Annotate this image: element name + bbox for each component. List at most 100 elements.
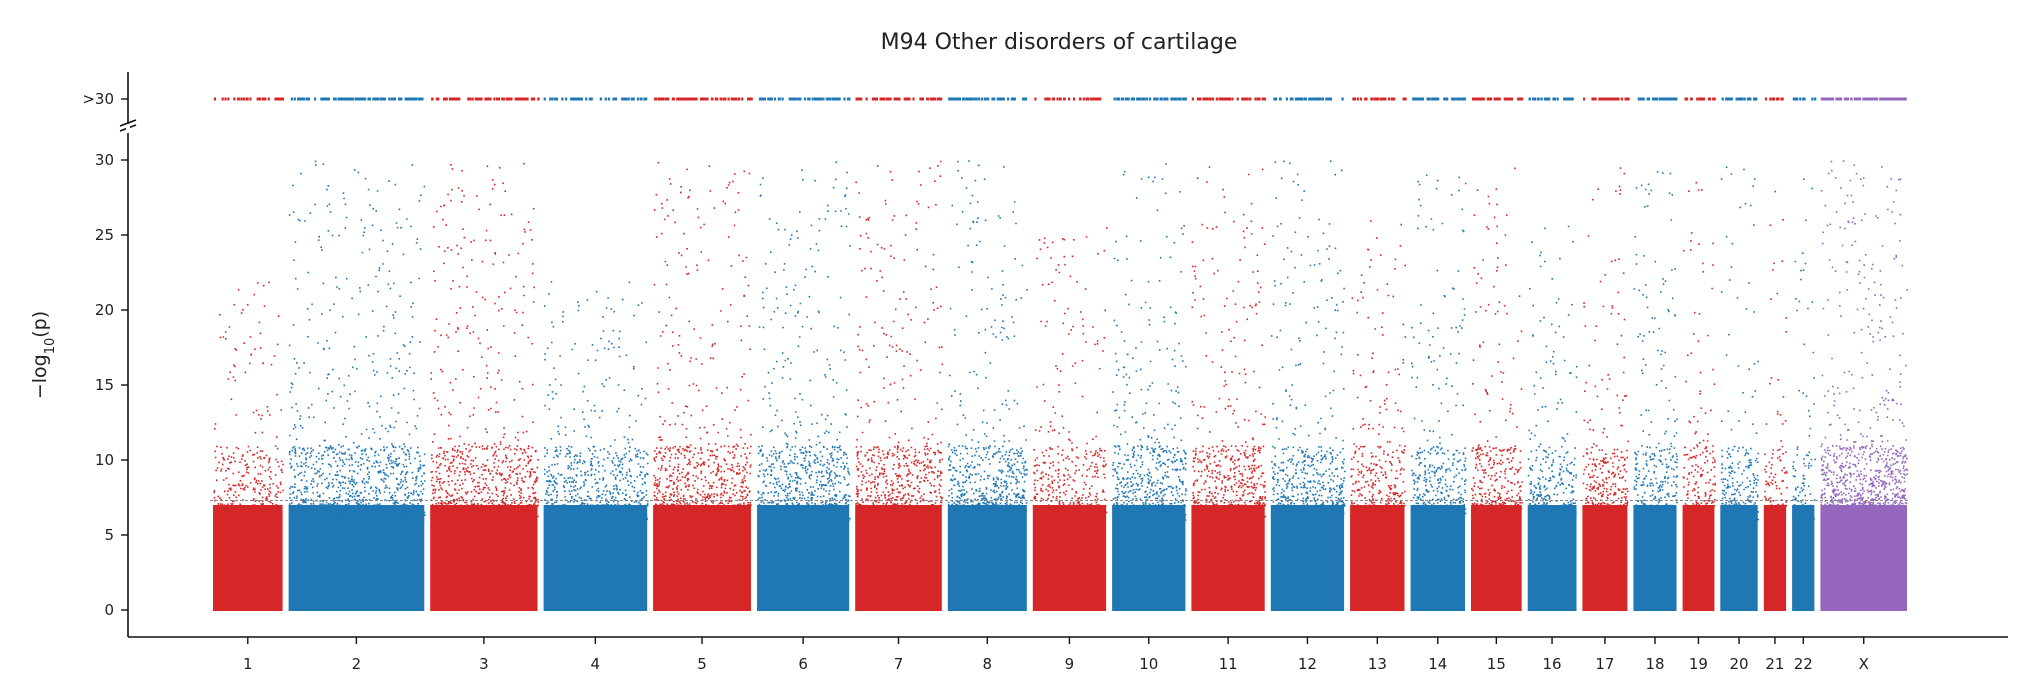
chromosome-4-dense-band bbox=[543, 505, 648, 611]
chromosome-19-dense-band bbox=[1682, 505, 1715, 611]
chromosome-18-points bbox=[1633, 171, 1679, 611]
y-axis-label-sub: 10 bbox=[43, 338, 58, 355]
chromosome-9-dense-band bbox=[1032, 505, 1107, 611]
chromosome-10-scatter bbox=[1112, 163, 1187, 522]
chromosome-21-points bbox=[1763, 190, 1788, 611]
chromosome-5-scatter bbox=[653, 161, 752, 522]
chromosome-1-overflow bbox=[213, 97, 284, 101]
chromosome-1-points bbox=[213, 281, 284, 611]
x-tick-label-chr-14: 14 bbox=[1428, 655, 1447, 673]
chromosome-10-overflow bbox=[1113, 97, 1187, 101]
chart-title: M94 Other disorders of cartilage bbox=[881, 30, 1238, 55]
chromosome-16-points bbox=[1527, 225, 1578, 611]
chromosome-7-overflow bbox=[855, 97, 943, 101]
chromosome-8-overflow bbox=[948, 97, 1028, 101]
chromosome-7-points bbox=[855, 160, 944, 611]
chromosome-11-dense-band bbox=[1191, 505, 1265, 611]
y-tick-label: 15 bbox=[95, 376, 114, 394]
x-tick-label-chr-12: 12 bbox=[1298, 655, 1317, 673]
chromosome-7-scatter bbox=[855, 160, 944, 522]
chromosome-4-points bbox=[543, 281, 649, 611]
x-tick-label-chr-20: 20 bbox=[1730, 655, 1749, 673]
x-tick-label-chr-9: 9 bbox=[1065, 655, 1075, 673]
x-tick-label-chr-21: 21 bbox=[1765, 655, 1784, 673]
chromosome-22-overflow bbox=[1792, 97, 1817, 101]
chromosome-3-points bbox=[430, 162, 540, 611]
chromosome-13-dense-band bbox=[1350, 505, 1405, 611]
y-tick-label: 20 bbox=[95, 301, 114, 319]
y-axis-label: −log10(p) bbox=[29, 311, 58, 399]
chromosome-2-points bbox=[288, 160, 426, 611]
x-tick-label-chr-X: X bbox=[1859, 655, 1869, 673]
y-tick-label: 5 bbox=[104, 526, 114, 544]
chromosome-14-points bbox=[1410, 174, 1467, 611]
chromosome-2-dense-band bbox=[288, 505, 425, 611]
chromosome-13-overflow bbox=[1352, 97, 1407, 101]
chromosome-16-scatter bbox=[1527, 225, 1578, 522]
chromosome-12-points bbox=[1270, 160, 1346, 611]
chromosome-20-dense-band bbox=[1720, 505, 1758, 611]
chromosome-2-scatter bbox=[288, 160, 426, 522]
x-tick-label-chr-10: 10 bbox=[1139, 655, 1158, 673]
x-tick-label-chr-17: 17 bbox=[1595, 655, 1614, 673]
chromosome-12-scatter bbox=[1270, 160, 1346, 521]
chromosome-16-dense-band bbox=[1527, 505, 1577, 611]
chromosome-X-scatter bbox=[1820, 160, 1909, 522]
chromosome-1-dense-band bbox=[213, 505, 283, 611]
chromosome-6-points bbox=[757, 161, 851, 611]
chromosome-9-points bbox=[1032, 227, 1108, 611]
chromosome-14-dense-band bbox=[1410, 505, 1465, 611]
y-ticks: 0 5 10 15 20 25 30 >30 bbox=[82, 90, 128, 619]
x-tick-label-chr-15: 15 bbox=[1487, 655, 1506, 673]
chromosome-11-scatter bbox=[1191, 166, 1267, 522]
chromosome-17-overflow bbox=[1583, 97, 1630, 101]
y-tick-label: 30 bbox=[95, 151, 114, 169]
y-axis-label-post: (p) bbox=[29, 311, 51, 338]
chromosome-15-points bbox=[1471, 167, 1523, 611]
chromosome-X-dense-band bbox=[1820, 505, 1907, 611]
chromosome-12-dense-band bbox=[1270, 505, 1345, 611]
x-tick-label-chr-11: 11 bbox=[1219, 655, 1238, 673]
chromosome-15-dense-band bbox=[1471, 505, 1522, 611]
x-tick-label-chr-5: 5 bbox=[697, 655, 707, 673]
chromosome-12-overflow bbox=[1273, 97, 1344, 101]
chromosome-17-scatter bbox=[1582, 167, 1629, 521]
chromosome-10-dense-band bbox=[1112, 505, 1186, 611]
x-tick-label-chr-22: 22 bbox=[1794, 655, 1813, 673]
chromosome-9-scatter bbox=[1033, 227, 1108, 521]
chromosome-14-scatter bbox=[1411, 174, 1467, 522]
chromosome-14-overflow bbox=[1412, 97, 1466, 101]
chromosome-10-points bbox=[1112, 163, 1187, 611]
chromosome-6-dense-band bbox=[757, 505, 850, 611]
chromosome-19-scatter bbox=[1682, 181, 1716, 521]
chromosome-18-dense-band bbox=[1633, 505, 1677, 611]
x-tick-label-chr-8: 8 bbox=[983, 655, 993, 673]
data-points bbox=[213, 160, 1909, 611]
chromosome-15-overflow bbox=[1472, 97, 1524, 101]
chromosome-21-dense-band bbox=[1763, 505, 1787, 611]
chromosome-X-points bbox=[1820, 160, 1909, 611]
chromosome-13-scatter bbox=[1350, 220, 1407, 522]
chromosome-16-overflow bbox=[1528, 97, 1574, 101]
chromosome-4-overflow bbox=[543, 97, 648, 101]
chromosome-3-overflow bbox=[431, 97, 540, 101]
y-tick-label-overflow: >30 bbox=[82, 90, 114, 108]
chromosome-4-scatter bbox=[543, 281, 649, 522]
y-tick-label: 25 bbox=[95, 226, 114, 244]
x-tick-label-chr-7: 7 bbox=[894, 655, 904, 673]
chromosome-6-scatter bbox=[757, 161, 851, 522]
chromosome-11-points bbox=[1191, 166, 1267, 611]
chromosome-13-points bbox=[1350, 220, 1407, 611]
chromosome-22-dense-band bbox=[1792, 505, 1815, 611]
chromosome-X-overflow bbox=[1820, 97, 1907, 101]
chromosome-17-dense-band bbox=[1582, 505, 1628, 611]
chromosome-18-scatter bbox=[1633, 171, 1679, 522]
chromosome-20-scatter bbox=[1720, 166, 1760, 522]
chromosome-19-points bbox=[1682, 181, 1716, 611]
chromosome-17-points bbox=[1582, 167, 1629, 611]
chromosome-21-scatter bbox=[1764, 190, 1788, 521]
chromosome-18-overflow bbox=[1637, 97, 1678, 101]
x-tick-label-chr-19: 19 bbox=[1689, 655, 1708, 673]
chromosome-20-points bbox=[1720, 166, 1760, 611]
